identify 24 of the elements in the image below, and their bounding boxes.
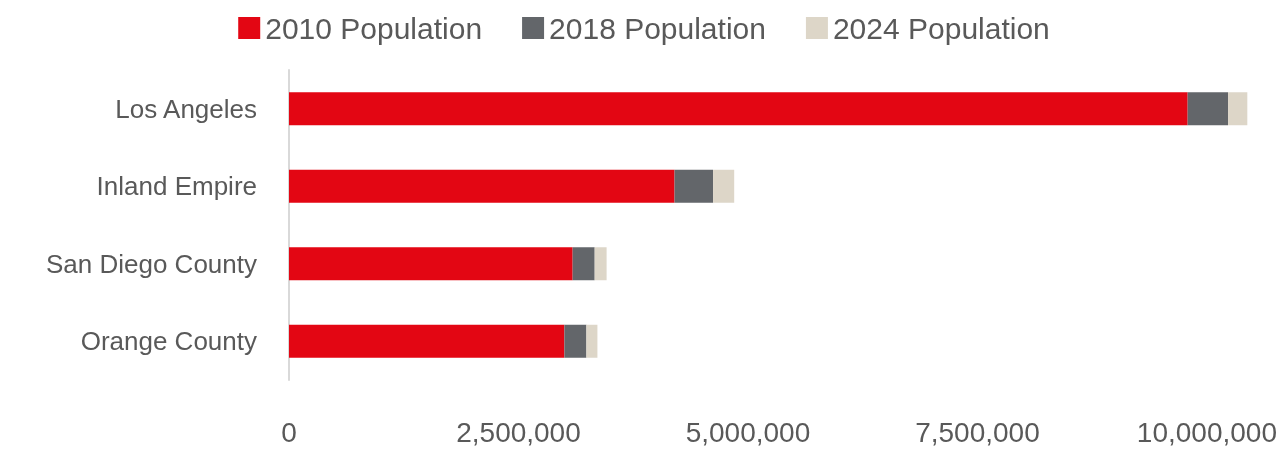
x-tick-label: 7,500,000 bbox=[915, 416, 1040, 448]
x-tick-label: 10,000,000 bbox=[1136, 416, 1277, 448]
bar bbox=[289, 169, 675, 203]
bar bbox=[572, 247, 595, 281]
x-tick-label: 2,500,000 bbox=[456, 416, 581, 448]
bar bbox=[1228, 92, 1248, 126]
bar bbox=[713, 169, 735, 203]
x-tick-label: 5,000,000 bbox=[685, 416, 811, 448]
legend-label: 2024 Population bbox=[832, 11, 1050, 45]
x-tick-label: 0 bbox=[281, 416, 297, 448]
bar bbox=[674, 169, 714, 203]
bar bbox=[564, 324, 587, 358]
y-tick-label: Los Angeles bbox=[115, 93, 257, 124]
bar bbox=[586, 324, 598, 358]
bar bbox=[289, 324, 565, 358]
y-tick-label: Inland Empire bbox=[96, 171, 257, 202]
legend-label: 2010 Population bbox=[265, 11, 483, 45]
legend-label: 2018 Population bbox=[549, 11, 766, 45]
bar bbox=[594, 247, 607, 281]
bar bbox=[1187, 92, 1229, 126]
bar bbox=[289, 247, 573, 281]
bar bbox=[289, 92, 1188, 126]
y-tick-label: San Diego County bbox=[45, 248, 257, 279]
y-tick-label: Orange County bbox=[80, 326, 257, 357]
